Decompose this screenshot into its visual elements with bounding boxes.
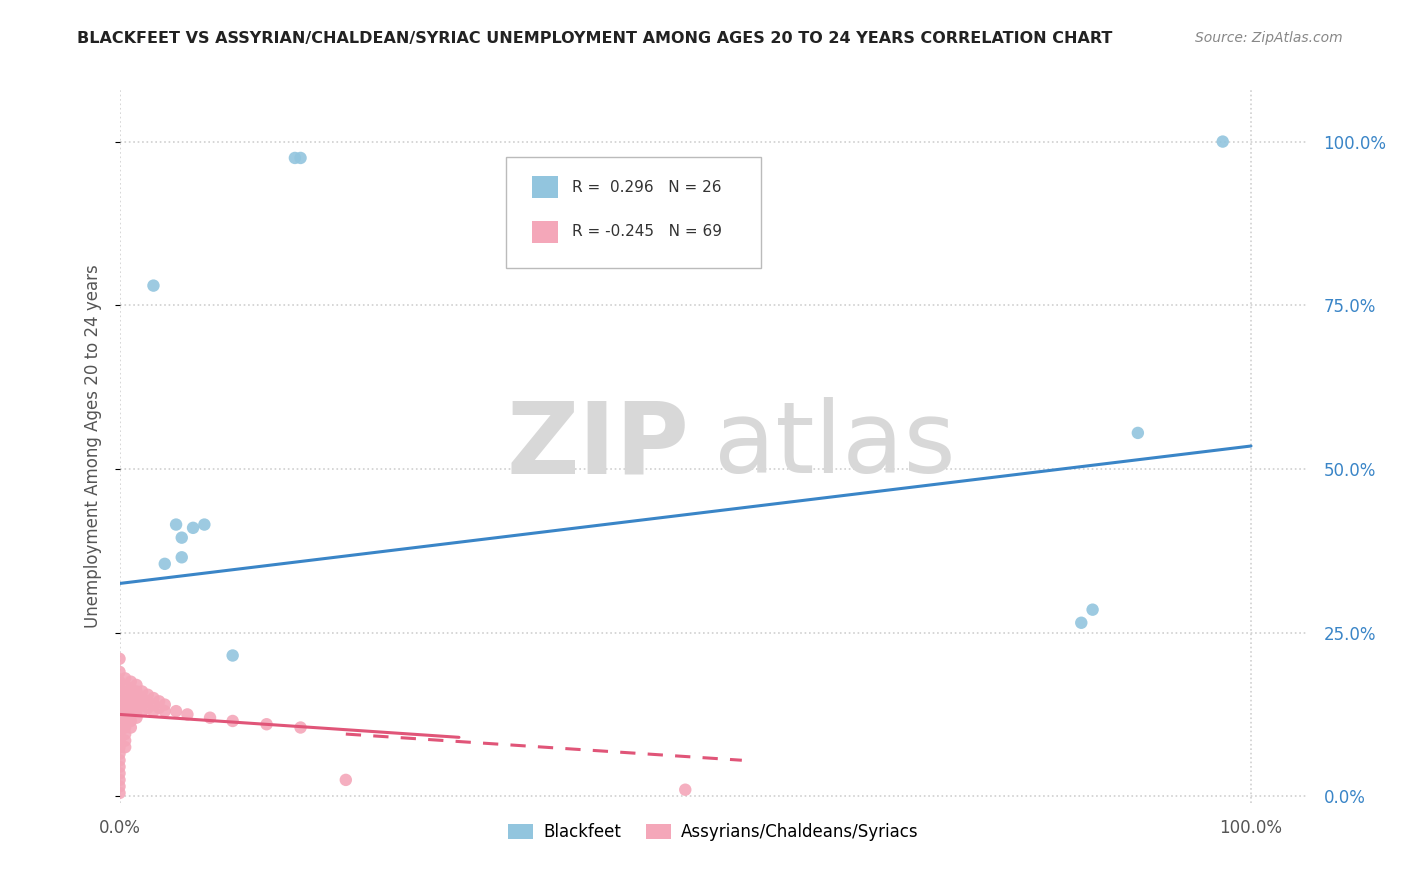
Point (131, 704, 153, 718)
Point (1126, 425, 1149, 440)
Point (142, 278, 165, 293)
Point (108, 665, 131, 679)
Point (176, 707, 198, 722)
Point (125, 711, 148, 725)
Text: BLACKFEET VS ASSYRIAN/CHALDEAN/SYRIAC UNEMPLOYMENT AMONG AGES 20 TO 24 YEARS COR: BLACKFEET VS ASSYRIAN/CHALDEAN/SYRIAC UN… (77, 31, 1112, 46)
Text: R =  0.296   N = 26: R = 0.296 N = 26 (572, 180, 721, 194)
Point (114, 727, 136, 741)
Point (193, 517, 215, 532)
Point (170, 531, 193, 545)
Point (120, 694, 142, 708)
Point (120, 714, 142, 728)
Point (114, 714, 136, 728)
Point (148, 701, 170, 715)
Point (153, 704, 176, 718)
Point (120, 707, 142, 722)
Point (221, 714, 243, 728)
Point (120, 721, 142, 735)
Point (108, 701, 131, 715)
Point (108, 727, 131, 741)
Point (108, 733, 131, 747)
Point (256, 717, 278, 731)
Point (125, 678, 148, 692)
Point (108, 753, 131, 767)
Point (108, 786, 131, 800)
Point (120, 674, 142, 689)
Point (136, 694, 159, 708)
Text: R = -0.245   N = 69: R = -0.245 N = 69 (572, 224, 723, 239)
Point (142, 698, 165, 712)
Point (165, 517, 187, 532)
Point (108, 681, 131, 696)
Point (114, 672, 136, 686)
FancyBboxPatch shape (506, 157, 761, 268)
Point (136, 688, 159, 702)
Point (108, 652, 131, 666)
Point (120, 701, 142, 715)
Text: Source: ZipAtlas.com: Source: ZipAtlas.com (1195, 31, 1343, 45)
Bar (531, 177, 558, 198)
Point (125, 691, 148, 706)
Point (335, 772, 357, 787)
Point (114, 721, 136, 735)
Point (125, 684, 148, 698)
Point (108, 780, 131, 794)
Point (136, 701, 159, 715)
Legend: Blackfeet, Assyrians/Chaldeans/Syriacs: Blackfeet, Assyrians/Chaldeans/Syriacs (502, 817, 925, 848)
Point (198, 711, 221, 725)
Bar (531, 220, 558, 243)
Point (125, 698, 148, 712)
Point (114, 733, 136, 747)
Point (153, 557, 176, 571)
Point (120, 681, 142, 696)
Point (153, 698, 176, 712)
Point (1081, 602, 1104, 616)
Point (125, 704, 148, 718)
Point (108, 747, 131, 761)
Point (114, 740, 136, 755)
Point (114, 707, 136, 722)
Point (181, 521, 204, 535)
Point (108, 760, 131, 774)
Point (108, 674, 131, 689)
Point (108, 688, 131, 702)
Point (114, 701, 136, 715)
Point (165, 704, 187, 718)
Point (221, 648, 243, 663)
Point (1070, 615, 1092, 630)
Point (142, 704, 165, 718)
Point (148, 694, 170, 708)
Point (131, 691, 153, 706)
Point (114, 694, 136, 708)
Point (108, 694, 131, 708)
Point (108, 721, 131, 735)
Point (108, 766, 131, 780)
Point (170, 550, 193, 565)
Text: atlas: atlas (714, 398, 955, 494)
Point (108, 714, 131, 728)
Point (114, 688, 136, 702)
Text: ZIP: ZIP (508, 398, 690, 494)
Point (120, 688, 142, 702)
Point (108, 740, 131, 755)
Point (114, 681, 136, 696)
Point (290, 151, 312, 165)
Point (108, 772, 131, 787)
Point (673, 782, 696, 797)
Point (108, 707, 131, 722)
Y-axis label: Unemployment Among Ages 20 to 24 years: Unemployment Among Ages 20 to 24 years (84, 264, 103, 628)
Point (284, 151, 307, 165)
Point (290, 721, 312, 735)
Point (131, 684, 153, 698)
Point (142, 691, 165, 706)
Point (131, 698, 153, 712)
Point (1212, 135, 1234, 149)
